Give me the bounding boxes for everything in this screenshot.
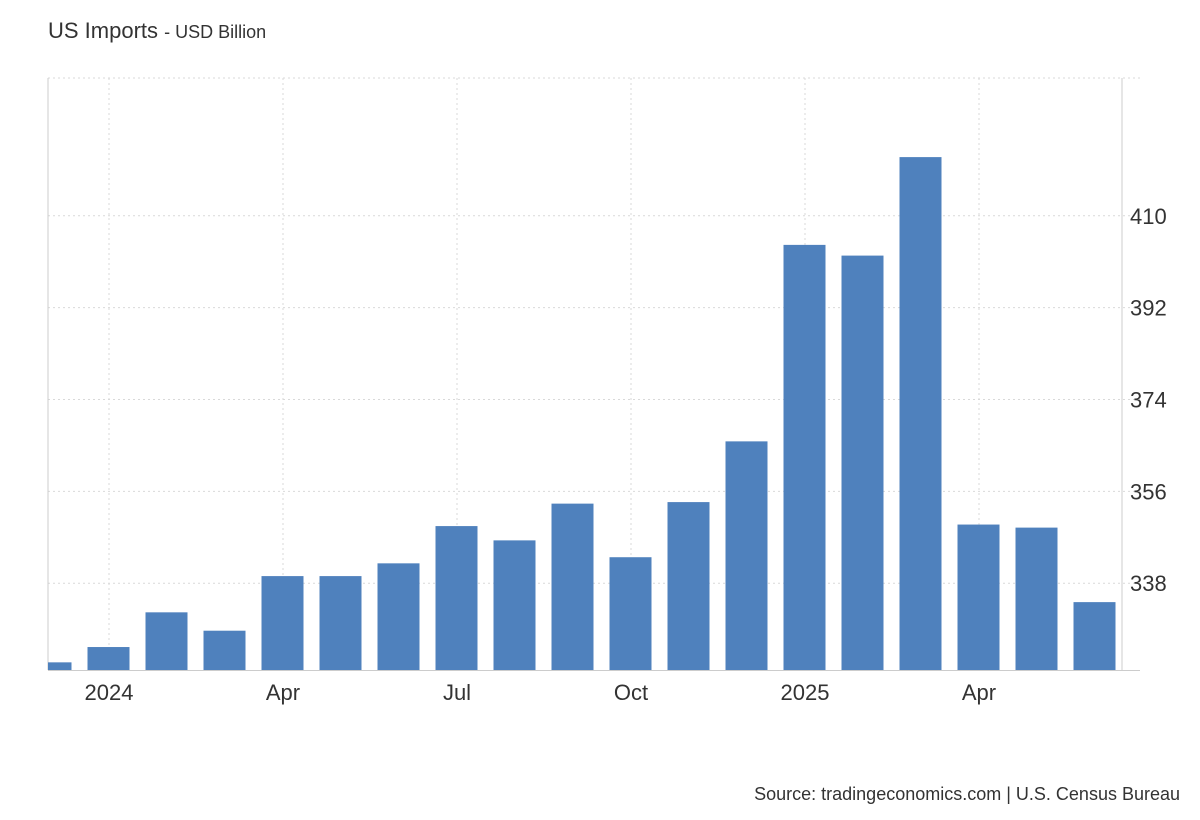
y-tick-label: 356 <box>1130 479 1167 504</box>
bar <box>493 540 536 670</box>
bar <box>203 630 246 670</box>
chart-subtitle: - USD Billion <box>164 22 267 42</box>
y-tick-label: 374 <box>1130 388 1167 413</box>
bar <box>377 563 420 670</box>
x-tick-label: Oct <box>614 680 648 705</box>
x-tick-label: Jul <box>443 680 471 705</box>
x-tick-label: 2024 <box>85 680 134 705</box>
bar <box>1073 602 1116 670</box>
bar <box>1015 527 1058 670</box>
bar <box>87 647 130 670</box>
bar <box>551 503 594 670</box>
x-tick-label: Apr <box>266 680 300 705</box>
x-tick-label: 2025 <box>781 680 830 705</box>
y-tick-label: 338 <box>1130 571 1167 596</box>
bar <box>783 244 826 670</box>
y-tick-label: 392 <box>1130 296 1167 321</box>
x-tick-label: Apr <box>962 680 996 705</box>
bar <box>48 662 72 670</box>
source-note: Source: tradingeconomics.com | U.S. Cens… <box>754 784 1180 804</box>
bar <box>145 612 188 670</box>
bar <box>261 576 304 670</box>
bar <box>957 524 1000 670</box>
bar <box>841 255 884 670</box>
bar <box>435 526 478 670</box>
chart-title-block: US Imports - USD Billion <box>48 18 266 44</box>
bar <box>899 157 942 670</box>
y-tick-label: 410 <box>1130 204 1167 229</box>
chart-title: US Imports <box>48 18 159 43</box>
chart-subtitle-text: USD Billion <box>175 22 267 42</box>
bar <box>319 576 362 670</box>
bar <box>667 502 710 670</box>
bar <box>609 557 652 670</box>
bar <box>725 441 768 670</box>
